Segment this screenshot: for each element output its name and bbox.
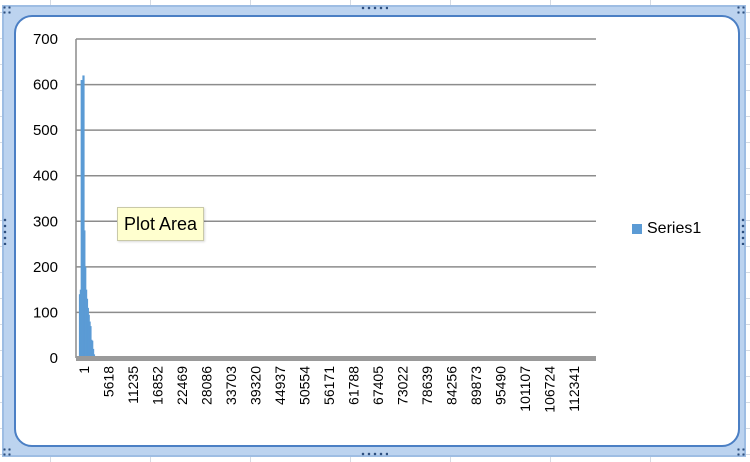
x-axis-line xyxy=(76,356,596,361)
resize-handle-top[interactable] xyxy=(360,5,388,11)
x-tick-label: 11235 xyxy=(125,366,141,404)
tooltip-text: Plot Area xyxy=(124,214,198,234)
x-tick-label: 78639 xyxy=(419,366,435,405)
resize-handle-right[interactable] xyxy=(740,217,746,245)
x-tick-label: 39320 xyxy=(248,366,264,405)
bar xyxy=(91,348,95,358)
x-tick-label: 101107 xyxy=(517,366,533,412)
resize-handle-left[interactable] xyxy=(2,217,8,245)
x-tick-label: 67405 xyxy=(370,366,386,405)
x-tick-label: 1 xyxy=(76,366,92,374)
x-tick-label: 95490 xyxy=(493,366,509,405)
y-tick-label: 400 xyxy=(33,168,58,185)
x-tick-label: 50554 xyxy=(297,366,313,405)
x-tick-label: 61788 xyxy=(346,366,362,405)
resize-handle-top-right[interactable] xyxy=(736,5,746,15)
plot-area-tooltip: Plot Area xyxy=(117,207,205,241)
resize-handle-bottom-right[interactable] xyxy=(736,447,746,457)
x-tick-label: 33703 xyxy=(223,366,239,405)
x-tick-label: 56171 xyxy=(321,366,337,405)
legend[interactable]: Series1 xyxy=(632,220,701,238)
x-tick-label: 73022 xyxy=(395,366,411,405)
y-tick-label: 600 xyxy=(33,77,58,94)
x-tick-label: 28086 xyxy=(199,366,215,405)
x-tick-label: 84256 xyxy=(444,366,460,405)
y-tick-label: 0 xyxy=(50,350,58,367)
x-tick-label: 112341 xyxy=(566,366,582,412)
x-tick-label: 44937 xyxy=(272,366,288,405)
legend-swatch-series1 xyxy=(632,224,642,234)
y-tick-label: 500 xyxy=(33,122,58,139)
y-tick-label: 300 xyxy=(33,213,58,230)
x-tick-label: 22469 xyxy=(174,366,190,405)
chart-area[interactable] xyxy=(14,15,740,447)
legend-label-series1: Series1 xyxy=(647,220,702,237)
x-tick-label: 16852 xyxy=(150,366,166,405)
y-tick-label: 200 xyxy=(33,259,58,276)
y-tick-label: 700 xyxy=(33,31,58,48)
y-tick-label: 100 xyxy=(33,304,58,321)
x-tick-label: 5618 xyxy=(101,366,117,397)
bar xyxy=(82,75,85,358)
resize-handle-bottom[interactable] xyxy=(360,451,388,457)
x-tick-label: 106724 xyxy=(542,366,558,413)
resize-handle-bottom-left[interactable] xyxy=(2,447,12,457)
x-tick-label: 89873 xyxy=(468,366,484,405)
resize-handle-top-left[interactable] xyxy=(2,5,12,15)
